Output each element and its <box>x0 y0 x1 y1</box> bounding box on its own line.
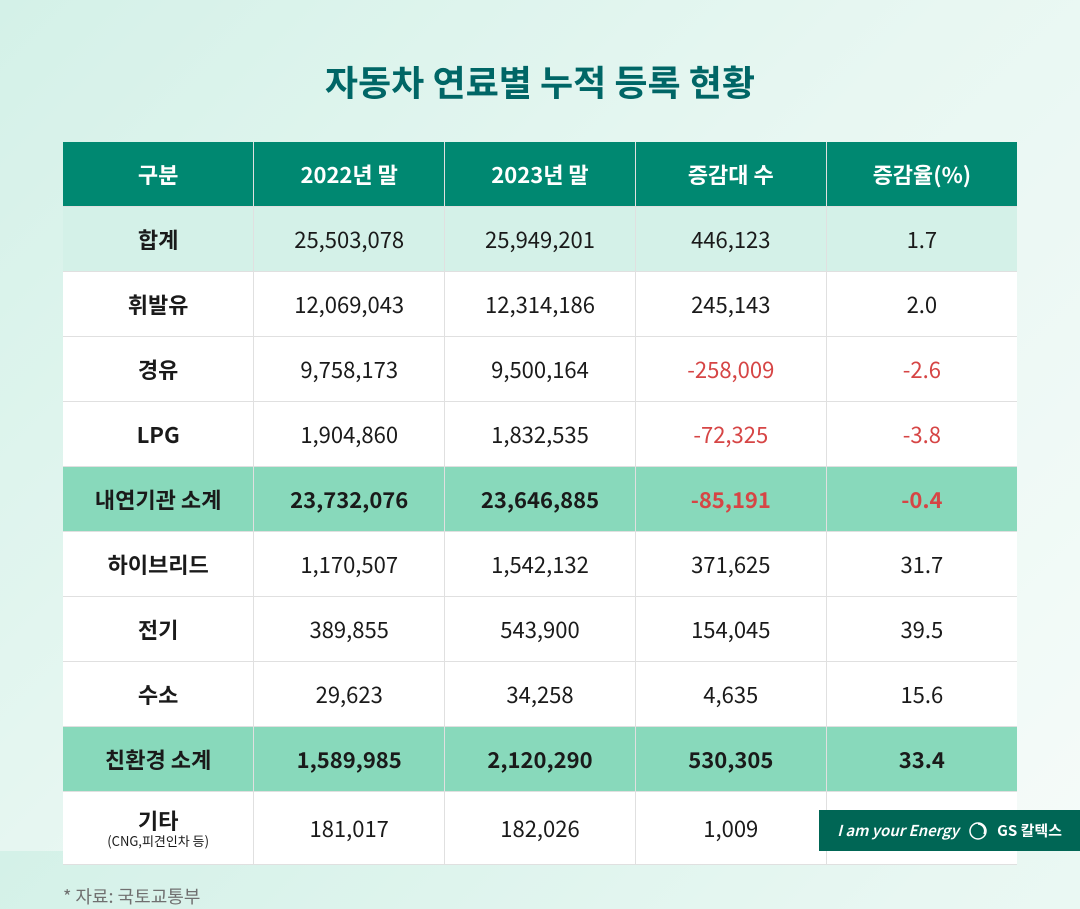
footer-brand-text: GS 칼텍스 <box>997 820 1062 841</box>
cell-2022: 9,758,173 <box>254 337 445 402</box>
cell-diff-rate: -2.6 <box>826 337 1017 402</box>
registration-table: 구분 2022년 말 2023년 말 증감대 수 증감율(%) 합계25,503… <box>63 142 1017 865</box>
cell-2023: 1,542,132 <box>445 532 636 597</box>
table-row: 수소29,62334,2584,63515.6 <box>63 662 1017 727</box>
column-header: 증감대 수 <box>635 142 826 207</box>
cell-diff-count: -72,325 <box>635 402 826 467</box>
column-header: 2022년 말 <box>254 142 445 207</box>
cell-2023: 25,949,201 <box>445 207 636 272</box>
column-header: 증감율(%) <box>826 142 1017 207</box>
cell-diff-rate: -0.4 <box>826 467 1017 532</box>
table-row: 휘발유12,069,04312,314,186245,1432.0 <box>63 272 1017 337</box>
cell-diff-count: 530,305 <box>635 727 826 792</box>
row-label: 하이브리드 <box>63 532 254 597</box>
row-label: 합계 <box>63 207 254 272</box>
gs-logo-icon <box>969 822 987 840</box>
table-row: 전기389,855543,900154,04539.5 <box>63 597 1017 662</box>
cell-2022: 1,904,860 <box>254 402 445 467</box>
cell-diff-rate: 33.4 <box>826 727 1017 792</box>
table-row: 경유9,758,1739,500,164-258,009-2.6 <box>63 337 1017 402</box>
cell-diff-count: -85,191 <box>635 467 826 532</box>
cell-2022: 12,069,043 <box>254 272 445 337</box>
cell-diff-count: 1,009 <box>635 792 826 865</box>
row-label: LPG <box>63 402 254 467</box>
cell-diff-rate: 31.7 <box>826 532 1017 597</box>
row-label: 전기 <box>63 597 254 662</box>
cell-2023: 543,900 <box>445 597 636 662</box>
table-row: 합계25,503,07825,949,201446,1231.7 <box>63 207 1017 272</box>
cell-2023: 182,026 <box>445 792 636 865</box>
footer-tagline: I am your Energy <box>837 820 959 841</box>
table-row: 친환경 소계1,589,9852,120,290530,30533.4 <box>63 727 1017 792</box>
cell-2023: 12,314,186 <box>445 272 636 337</box>
cell-diff-count: 4,635 <box>635 662 826 727</box>
cell-diff-count: 446,123 <box>635 207 826 272</box>
cell-diff-rate: 15.6 <box>826 662 1017 727</box>
cell-2022: 181,017 <box>254 792 445 865</box>
cell-diff-rate: 1.7 <box>826 207 1017 272</box>
row-label: 친환경 소계 <box>63 727 254 792</box>
cell-diff-rate: -3.8 <box>826 402 1017 467</box>
row-label: 경유 <box>63 337 254 402</box>
cell-2023: 1,832,535 <box>445 402 636 467</box>
row-label: 기타(CNG,피견인차 등) <box>63 792 254 865</box>
table-row: 내연기관 소계23,732,07623,646,885-85,191-0.4 <box>63 467 1017 532</box>
row-label: 내연기관 소계 <box>63 467 254 532</box>
cell-diff-count: 154,045 <box>635 597 826 662</box>
cell-2023: 23,646,885 <box>445 467 636 532</box>
page-title: 자동차 연료별 누적 등록 현황 <box>63 55 1017 107</box>
cell-2022: 29,623 <box>254 662 445 727</box>
column-header: 구분 <box>63 142 254 207</box>
cell-2023: 2,120,290 <box>445 727 636 792</box>
footer-brand-badge: I am your Energy GS 칼텍스 <box>819 810 1080 851</box>
column-header: 2023년 말 <box>445 142 636 207</box>
table-header-row: 구분 2022년 말 2023년 말 증감대 수 증감율(%) <box>63 142 1017 207</box>
cell-2022: 1,170,507 <box>254 532 445 597</box>
row-label: 휘발유 <box>63 272 254 337</box>
cell-2023: 9,500,164 <box>445 337 636 402</box>
cell-2022: 1,589,985 <box>254 727 445 792</box>
cell-diff-count: 371,625 <box>635 532 826 597</box>
row-label: 수소 <box>63 662 254 727</box>
cell-2022: 23,732,076 <box>254 467 445 532</box>
data-source-note: * 자료: 국토교통부 <box>63 883 1017 909</box>
cell-diff-count: -258,009 <box>635 337 826 402</box>
cell-diff-rate: 39.5 <box>826 597 1017 662</box>
cell-diff-rate: 2.0 <box>826 272 1017 337</box>
table-row: LPG1,904,8601,832,535-72,325-3.8 <box>63 402 1017 467</box>
cell-2023: 34,258 <box>445 662 636 727</box>
cell-2022: 389,855 <box>254 597 445 662</box>
table-row: 하이브리드1,170,5071,542,132371,62531.7 <box>63 532 1017 597</box>
cell-2022: 25,503,078 <box>254 207 445 272</box>
cell-diff-count: 245,143 <box>635 272 826 337</box>
